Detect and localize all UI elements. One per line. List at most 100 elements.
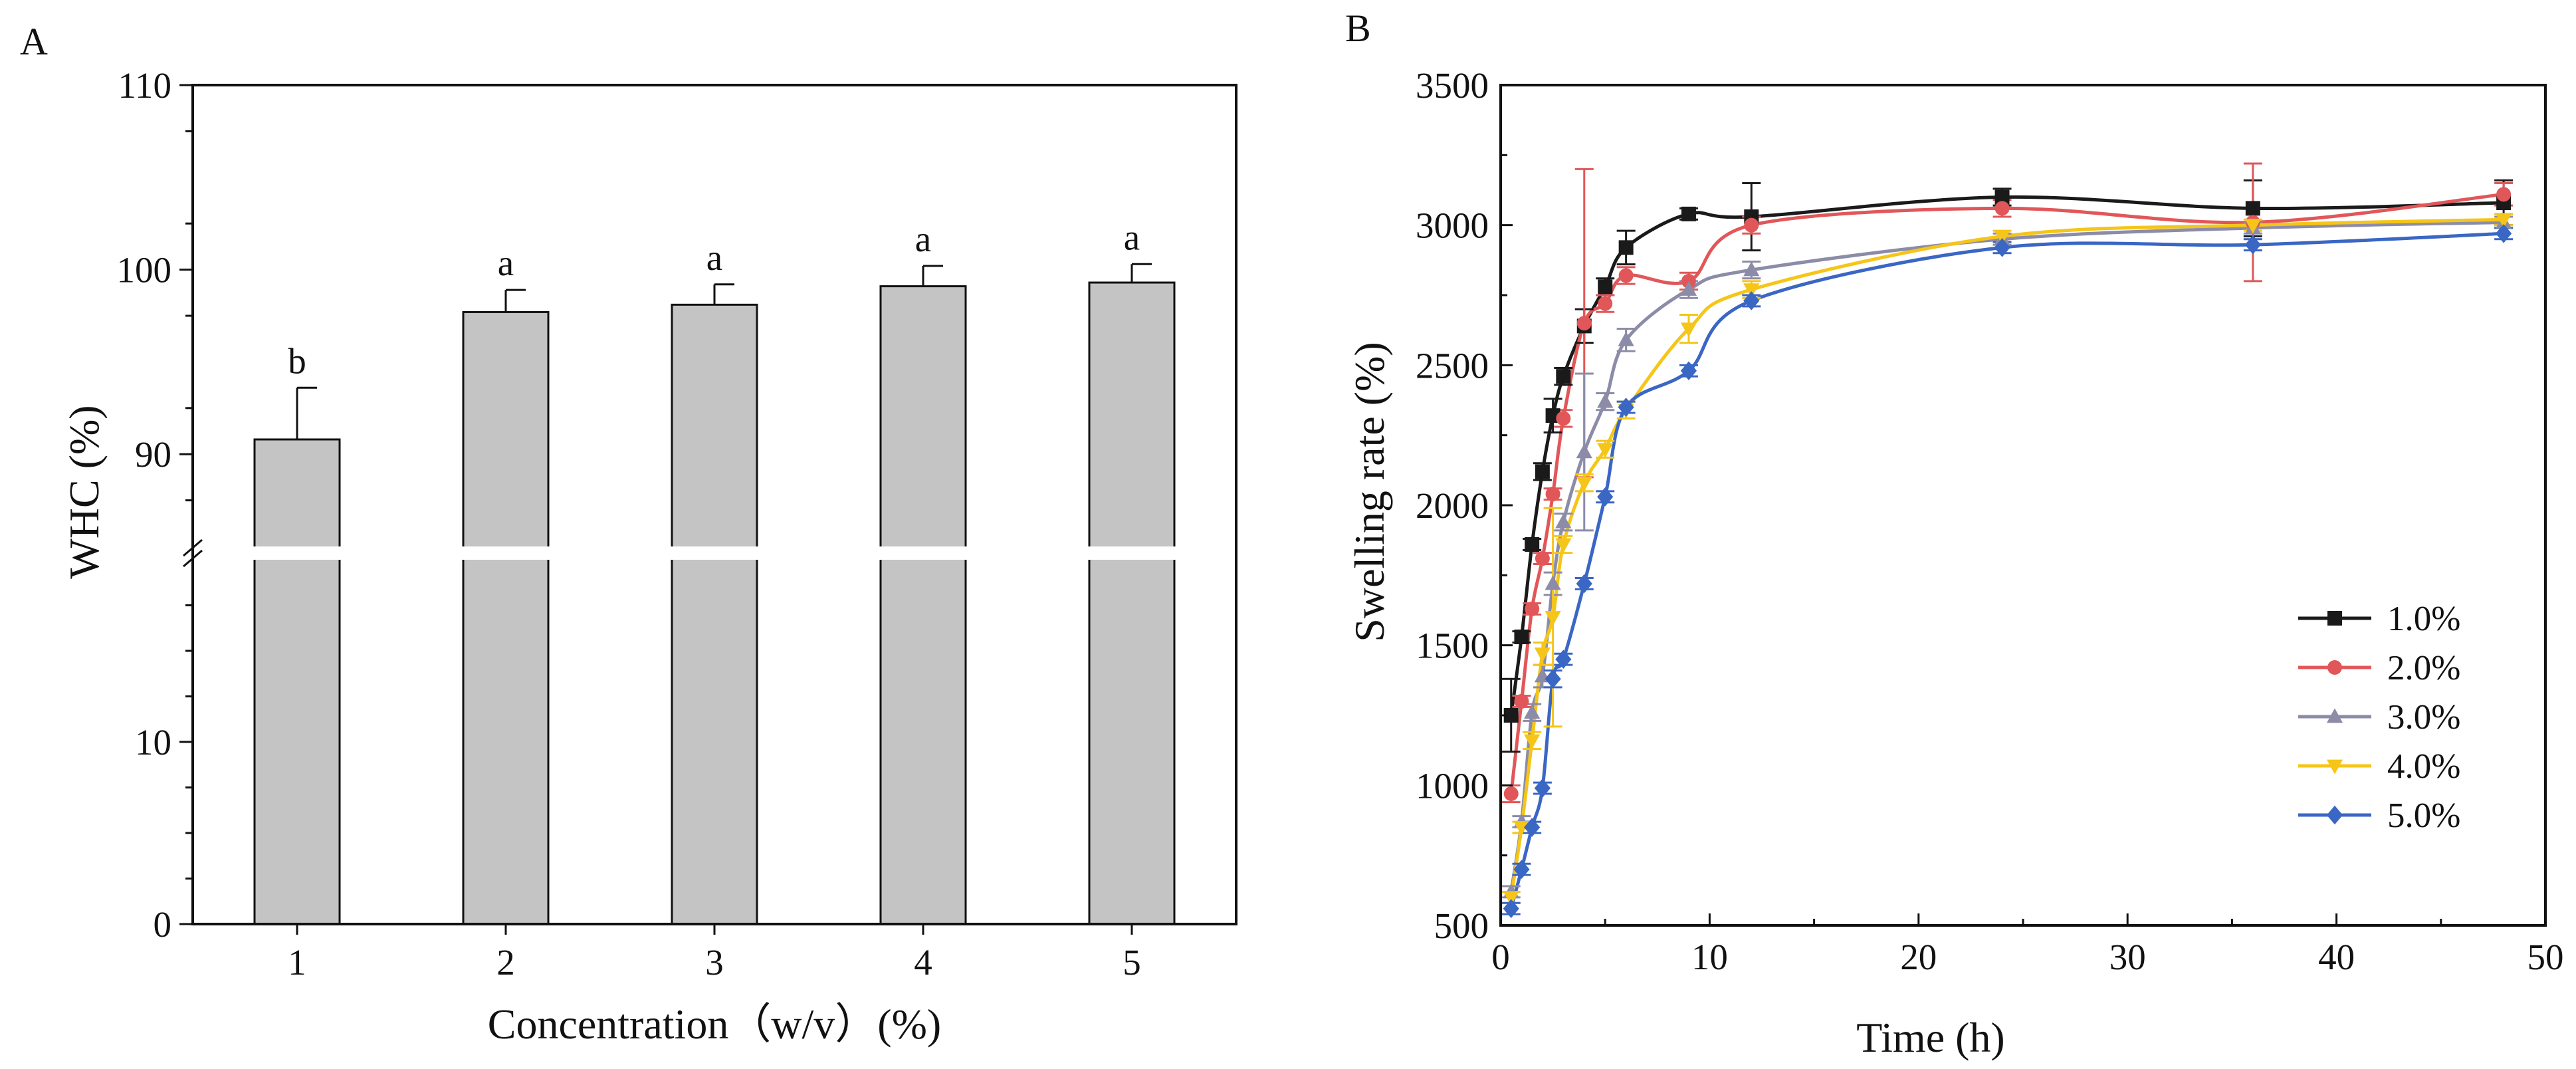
y-tick-label: 2000 bbox=[1416, 485, 1489, 526]
legend: 1.0% 2.0% 3.0% 4.0% 5.0% bbox=[2298, 600, 2460, 835]
y-tick-label: 1500 bbox=[1416, 626, 1489, 666]
data-point bbox=[1597, 443, 1614, 458]
data-point bbox=[1514, 693, 1529, 709]
legend-marker bbox=[2326, 708, 2343, 723]
x-tick-label: 5 bbox=[1123, 942, 1141, 983]
data-point bbox=[1743, 283, 1760, 298]
data-point bbox=[1545, 611, 1561, 626]
data-point bbox=[2244, 235, 2261, 255]
data-point bbox=[1598, 296, 1613, 311]
data-point bbox=[1681, 206, 1696, 221]
data-point bbox=[2496, 187, 2512, 202]
legend-label: 5.0% bbox=[2387, 796, 2460, 835]
data-point bbox=[1524, 818, 1541, 837]
series-line bbox=[1509, 220, 2504, 892]
break-gap bbox=[179, 546, 1249, 560]
y-tick-label: 3500 bbox=[1416, 65, 1489, 106]
line-chart-panel: 0 10 20 30 40 50 500 1000 1500 2000 2500 3000 3500 1… bbox=[1346, 65, 2564, 1061]
series-line bbox=[1509, 231, 2504, 909]
bar-error-bars bbox=[296, 263, 1152, 439]
data-point bbox=[1597, 487, 1614, 507]
axis-ticks: 0 10 20 30 40 50 500 1000 1500 2000 2500 3000 3500 bbox=[1416, 65, 2564, 977]
data-point bbox=[1576, 443, 1592, 459]
data-point bbox=[1555, 650, 1572, 669]
data-point bbox=[1525, 601, 1540, 616]
significance-letter: b bbox=[288, 340, 306, 381]
data-point bbox=[1680, 281, 1697, 296]
data-point bbox=[2496, 224, 2512, 243]
legend-marker bbox=[2326, 759, 2343, 774]
data-point bbox=[1535, 551, 1550, 566]
data-point bbox=[1545, 669, 1561, 689]
data-point bbox=[1744, 217, 1759, 233]
data-point bbox=[1514, 630, 1529, 645]
data-point bbox=[1503, 708, 1519, 723]
significance-letter: a bbox=[1124, 217, 1140, 257]
data-point bbox=[1597, 393, 1614, 408]
data-point bbox=[1534, 778, 1551, 798]
x-axis-label: Time (h) bbox=[1856, 1014, 2004, 1061]
legend-label: 2.0% bbox=[2387, 649, 2460, 687]
data-point bbox=[1994, 238, 2010, 257]
data-point bbox=[1556, 411, 1571, 426]
bar-chart-panel: b a a a a 90 100 110 0 10 1 2 3 4 5 Concentration（w/… bbox=[60, 65, 1249, 1048]
series-markers bbox=[1503, 187, 2512, 919]
x-tick-label: 0 bbox=[1491, 937, 1510, 977]
data-point bbox=[1524, 734, 1541, 749]
data-point bbox=[1618, 331, 1634, 346]
legend-marker bbox=[2326, 805, 2343, 825]
x-tick-label: 50 bbox=[2527, 937, 2564, 977]
x-tick-label: 10 bbox=[1691, 937, 1728, 977]
bar-group bbox=[253, 281, 1176, 925]
data-point bbox=[1743, 291, 1760, 310]
significance-letter: a bbox=[498, 243, 514, 283]
data-point bbox=[2244, 219, 2261, 234]
x-tick-label: 20 bbox=[1900, 937, 1937, 977]
legend-label: 4.0% bbox=[2387, 747, 2460, 786]
legend-marker bbox=[2327, 611, 2342, 626]
x-tick-label: 4 bbox=[914, 942, 932, 983]
data-point bbox=[1680, 322, 1697, 338]
x-tick-label: 2 bbox=[496, 942, 515, 983]
data-point bbox=[1513, 860, 1530, 880]
data-point bbox=[2245, 201, 2260, 216]
panel-b-label: B bbox=[1345, 7, 1371, 50]
data-point bbox=[1503, 891, 1519, 906]
series-line bbox=[1509, 195, 2504, 716]
data-point bbox=[1555, 538, 1572, 553]
data-point bbox=[1534, 647, 1551, 662]
panel-a-label: A bbox=[20, 20, 48, 63]
x-tick-label: 40 bbox=[2318, 937, 2355, 977]
y-tick-label: 10 bbox=[135, 722, 171, 763]
data-point bbox=[1555, 513, 1572, 529]
y-tick-label: 100 bbox=[117, 250, 172, 291]
data-point bbox=[1576, 574, 1592, 594]
bar bbox=[1088, 281, 1176, 925]
y-tick-label: 90 bbox=[135, 434, 171, 475]
y-axis-label: Swelling rate (%) bbox=[1346, 342, 1393, 642]
series-curves bbox=[1509, 192, 2504, 909]
data-point bbox=[1556, 369, 1571, 384]
significance-letters: b a a a a bbox=[288, 217, 1140, 381]
y-axis-label: WHC (%) bbox=[60, 405, 108, 578]
data-point bbox=[1680, 361, 1697, 381]
x-axis-label: Concentration（w/v）(%) bbox=[488, 1001, 942, 1048]
bar bbox=[879, 285, 967, 925]
x-axis-ticks: 1 2 3 4 5 bbox=[288, 924, 1141, 983]
data-point bbox=[1994, 189, 2010, 205]
y-tick-label: 500 bbox=[1434, 905, 1489, 946]
bar bbox=[671, 303, 758, 925]
data-point bbox=[1743, 261, 1760, 277]
y-tick-label: 110 bbox=[118, 65, 171, 106]
y-tick-label: 1000 bbox=[1416, 765, 1489, 806]
data-point bbox=[1618, 268, 1634, 283]
data-point bbox=[1545, 487, 1560, 502]
bar bbox=[253, 438, 341, 925]
data-point bbox=[1576, 476, 1592, 491]
data-point bbox=[1503, 899, 1519, 919]
data-point bbox=[1618, 398, 1634, 417]
legend-marker bbox=[2327, 660, 2342, 675]
data-point bbox=[1503, 786, 1519, 801]
significance-letter: a bbox=[915, 219, 931, 259]
data-point bbox=[1576, 316, 1592, 331]
